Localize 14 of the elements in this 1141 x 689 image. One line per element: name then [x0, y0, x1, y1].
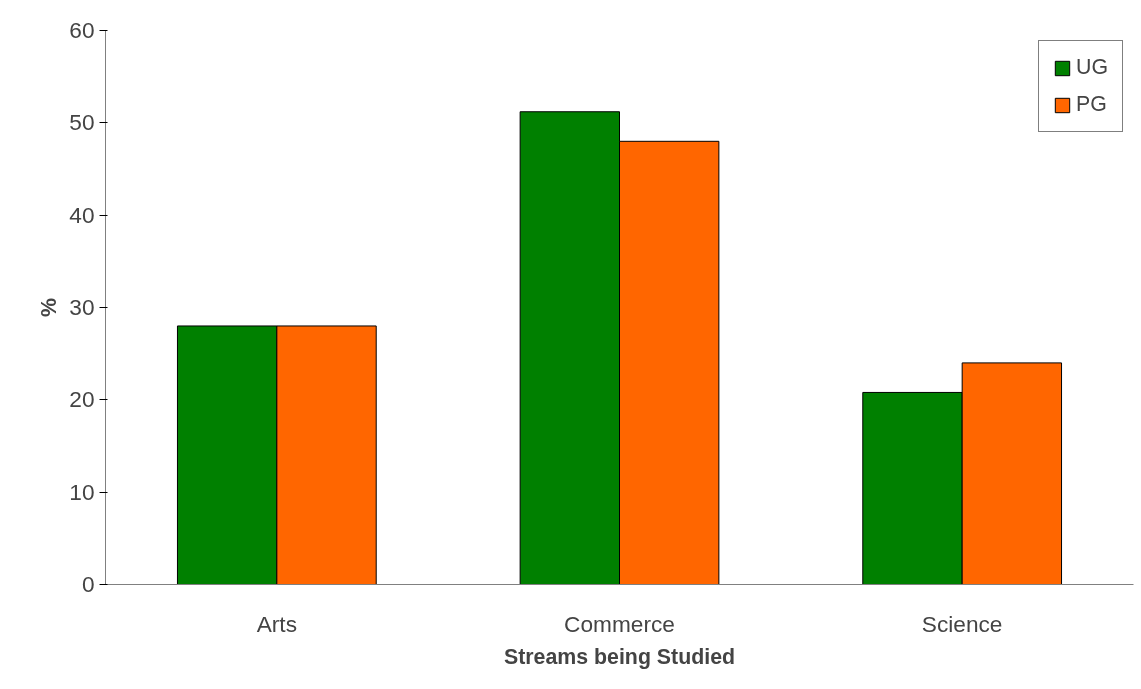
x-tick-label: Science: [921, 610, 1003, 637]
legend-label: UG: [1076, 55, 1108, 80]
legend-label: PG: [1076, 92, 1107, 117]
y-tick-label: 50: [69, 109, 95, 136]
y-tick-label: 40: [69, 201, 95, 228]
x-tick-label: Commerce: [564, 610, 675, 637]
y-tick-label: 60: [69, 17, 95, 43]
y-tick-label: 30: [69, 294, 95, 320]
y-tick-label: 20: [69, 386, 95, 413]
y-tick-label: 0: [81, 571, 95, 597]
x-tick-label: Arts: [256, 610, 297, 637]
y-axis-title: %: [37, 297, 62, 317]
x-axis-title: Streams being Studied: [503, 644, 736, 669]
y-tick-label: 10: [69, 478, 95, 505]
